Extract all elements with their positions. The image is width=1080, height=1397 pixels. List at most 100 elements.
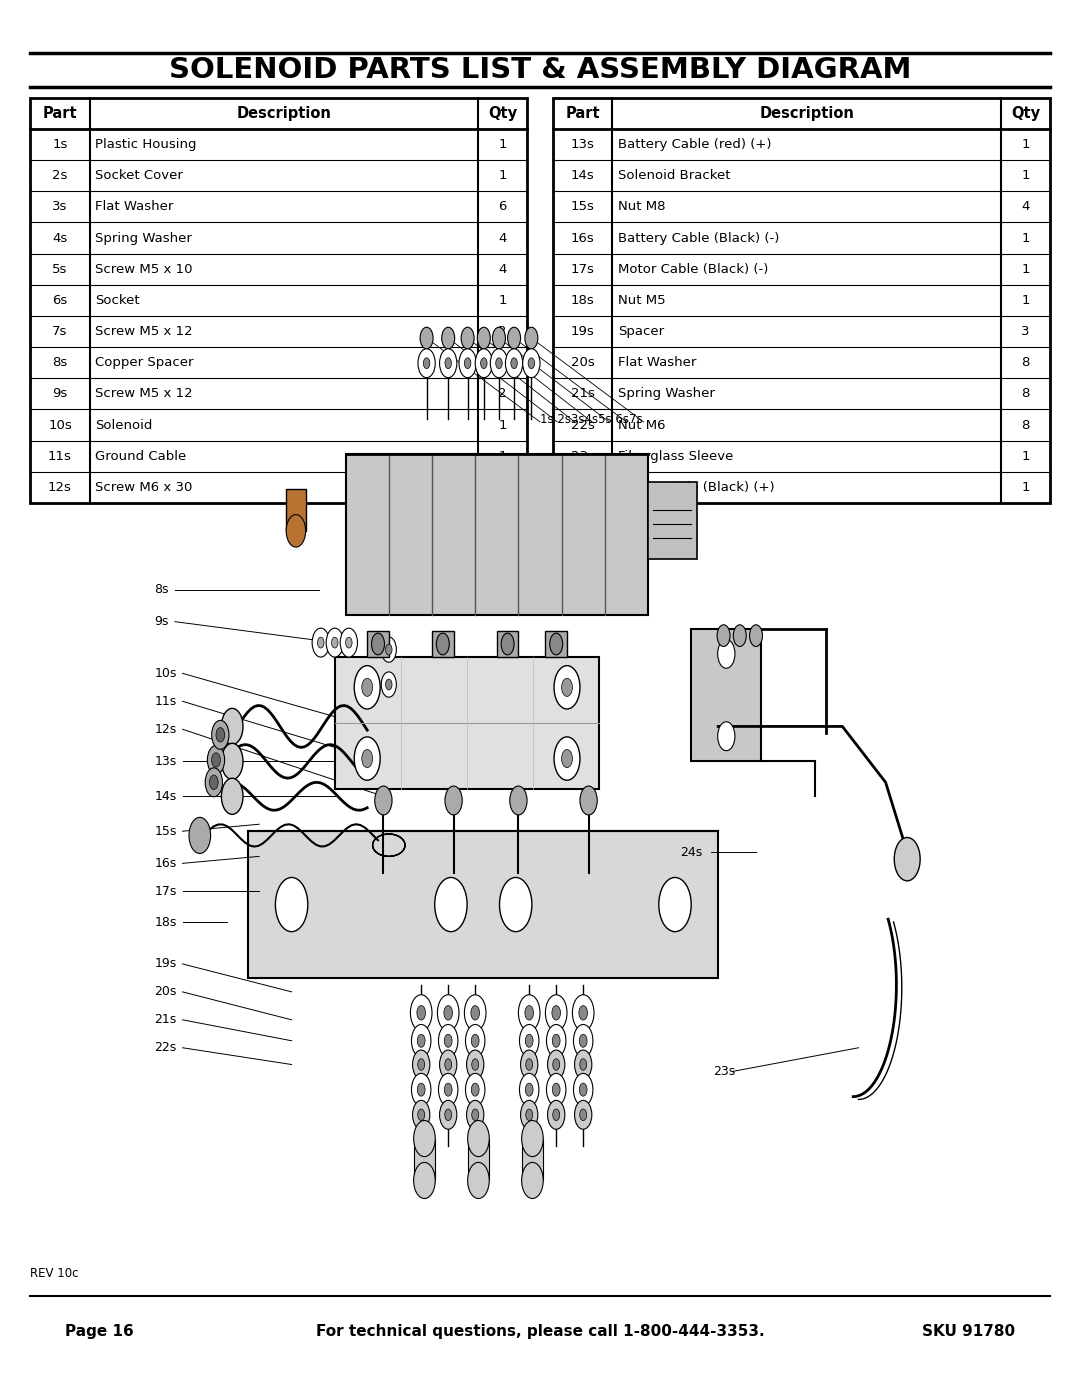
Text: Page 16: Page 16: [65, 1324, 134, 1338]
Ellipse shape: [354, 736, 380, 781]
Text: Description: Description: [759, 106, 854, 122]
Text: 1: 1: [499, 450, 507, 462]
Text: Spacer: Spacer: [618, 326, 664, 338]
Text: Screw M5 x 12: Screw M5 x 12: [95, 387, 192, 401]
Text: 3s: 3s: [52, 200, 68, 214]
Ellipse shape: [461, 327, 474, 349]
Text: Screw M5 x 10: Screw M5 x 10: [95, 263, 192, 275]
Ellipse shape: [472, 1109, 478, 1120]
Ellipse shape: [501, 633, 514, 655]
Ellipse shape: [346, 637, 352, 648]
Text: Part: Part: [565, 106, 600, 122]
Text: 15s: 15s: [154, 824, 177, 838]
Ellipse shape: [522, 1162, 543, 1199]
Ellipse shape: [212, 721, 229, 749]
Text: 11s: 11s: [154, 694, 177, 708]
Text: 19s: 19s: [154, 957, 177, 971]
Text: 4: 4: [499, 232, 507, 244]
Ellipse shape: [553, 1109, 559, 1120]
Text: Flat Washer: Flat Washer: [95, 200, 174, 214]
Text: Socket Cover: Socket Cover: [95, 169, 183, 182]
Ellipse shape: [510, 787, 527, 814]
Ellipse shape: [386, 644, 392, 655]
Ellipse shape: [511, 358, 517, 369]
Text: Screw M5 x 12: Screw M5 x 12: [95, 326, 192, 338]
FancyBboxPatch shape: [553, 98, 1050, 503]
Bar: [497, 631, 518, 657]
Text: 3: 3: [1022, 326, 1029, 338]
Ellipse shape: [372, 633, 384, 655]
Ellipse shape: [340, 629, 357, 657]
Ellipse shape: [440, 349, 457, 377]
Ellipse shape: [326, 629, 343, 657]
Text: 1: 1: [1022, 481, 1029, 493]
Text: 20s: 20s: [154, 985, 177, 999]
Text: Screw M6 x 30: Screw M6 x 30: [95, 481, 192, 493]
Ellipse shape: [444, 1083, 453, 1097]
Text: 4: 4: [1022, 200, 1029, 214]
Ellipse shape: [573, 1073, 593, 1106]
Text: 1: 1: [1022, 450, 1029, 462]
Text: For technical questions, please call 1-800-444-3353.: For technical questions, please call 1-8…: [315, 1324, 765, 1338]
Text: Spring Washer: Spring Washer: [95, 232, 192, 244]
Text: 5s: 5s: [52, 263, 68, 275]
Ellipse shape: [545, 995, 567, 1031]
Ellipse shape: [717, 624, 730, 647]
Ellipse shape: [414, 1162, 435, 1199]
Text: 1: 1: [499, 356, 507, 369]
Text: Description: Description: [237, 106, 332, 122]
Ellipse shape: [411, 1024, 431, 1058]
Ellipse shape: [212, 753, 220, 767]
Text: 21s: 21s: [154, 1013, 177, 1027]
Ellipse shape: [205, 768, 222, 796]
Text: 18s: 18s: [154, 915, 177, 929]
Ellipse shape: [552, 1034, 561, 1048]
Ellipse shape: [550, 633, 563, 655]
Ellipse shape: [437, 995, 459, 1031]
Ellipse shape: [438, 1024, 458, 1058]
Ellipse shape: [579, 1034, 588, 1048]
Text: Qty: Qty: [488, 106, 517, 122]
Ellipse shape: [572, 995, 594, 1031]
Ellipse shape: [413, 1101, 430, 1129]
Ellipse shape: [465, 1024, 485, 1058]
Text: 1: 1: [1022, 293, 1029, 307]
Ellipse shape: [381, 637, 396, 662]
Ellipse shape: [418, 1109, 424, 1120]
Ellipse shape: [526, 1109, 532, 1120]
Text: Fiberglass Sleeve: Fiberglass Sleeve: [618, 450, 733, 462]
Ellipse shape: [354, 665, 380, 710]
Ellipse shape: [332, 637, 338, 648]
Bar: [432, 631, 454, 657]
Text: Motor Cable (Black) (+): Motor Cable (Black) (+): [618, 481, 774, 493]
Ellipse shape: [579, 1083, 588, 1097]
Bar: [248, 831, 718, 978]
Ellipse shape: [386, 679, 392, 690]
Ellipse shape: [444, 1034, 453, 1048]
Ellipse shape: [414, 1120, 435, 1157]
Ellipse shape: [189, 817, 211, 854]
Text: 24s: 24s: [680, 845, 703, 859]
Bar: [545, 631, 567, 657]
Ellipse shape: [445, 1109, 451, 1120]
Ellipse shape: [525, 1034, 534, 1048]
Ellipse shape: [445, 358, 451, 369]
Text: SKU 91780: SKU 91780: [922, 1324, 1015, 1338]
Text: 23s: 23s: [570, 450, 595, 462]
Ellipse shape: [464, 358, 471, 369]
Ellipse shape: [221, 778, 243, 814]
Text: 8s: 8s: [52, 356, 68, 369]
Text: 2s: 2s: [52, 169, 68, 182]
Text: Nut M5: Nut M5: [618, 293, 665, 307]
Bar: [648, 482, 697, 559]
Text: 14s: 14s: [571, 169, 594, 182]
Ellipse shape: [221, 743, 243, 780]
Ellipse shape: [580, 1059, 586, 1070]
Ellipse shape: [508, 327, 521, 349]
Ellipse shape: [546, 1024, 566, 1058]
Ellipse shape: [519, 1024, 539, 1058]
Bar: [468, 1139, 489, 1180]
Ellipse shape: [417, 1034, 426, 1048]
Ellipse shape: [526, 1059, 532, 1070]
Ellipse shape: [492, 327, 505, 349]
